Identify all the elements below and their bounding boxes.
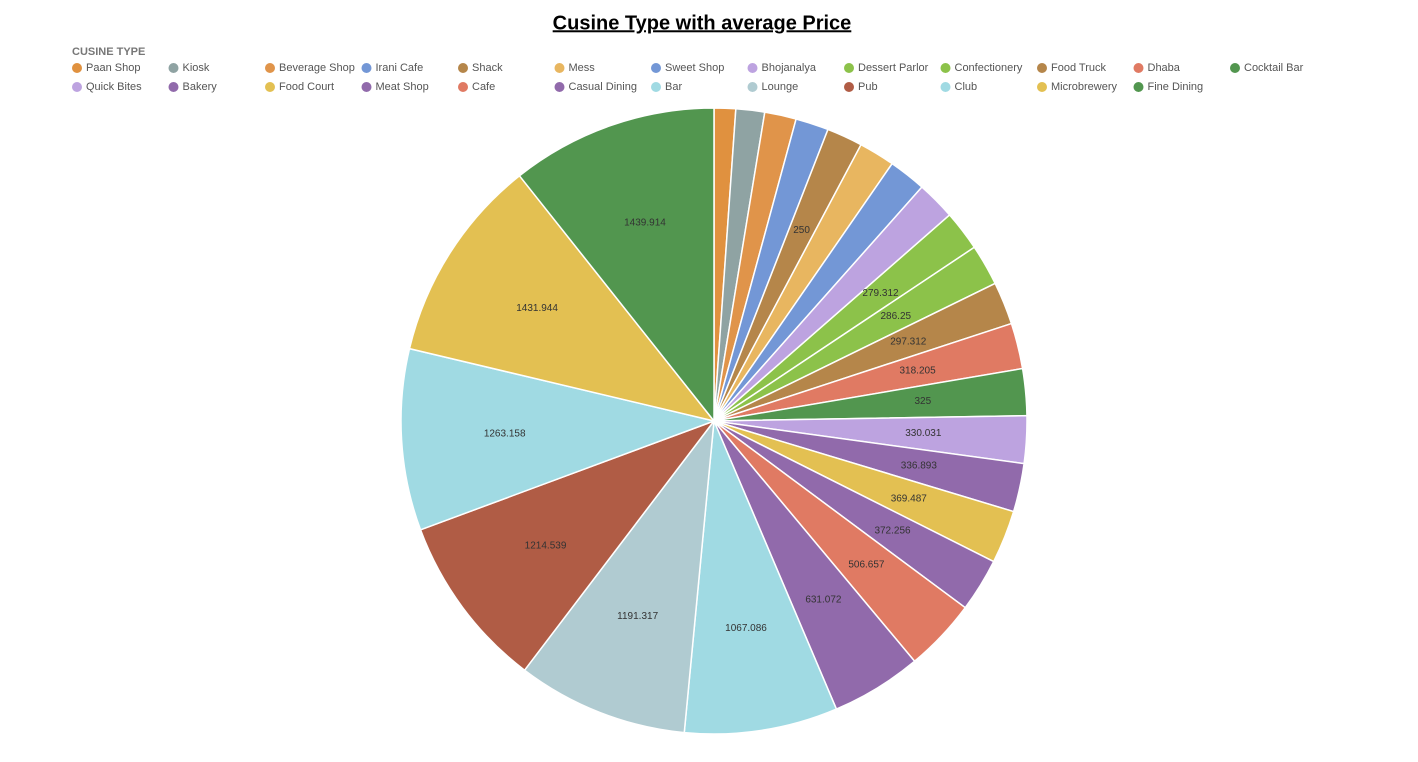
legend-label: Quick Bites [86,81,142,93]
data-label: 1067.086 [725,623,767,634]
legend-label: Fine Dining [1148,81,1204,93]
data-label: 1439.914 [624,218,666,229]
legend-label: Beverage Shop [279,62,355,74]
legend-label: Irani Cafe [376,62,424,74]
pie-slice [400,347,717,531]
legend-title: CUSINE TYPE [72,46,145,58]
pie-slice [683,420,838,735]
data-label: 1263.158 [484,428,526,439]
legend-label: Food Court [279,81,334,93]
data-label: 1214.539 [525,541,567,552]
legend-label: Pub [858,81,878,93]
data-label: 297.312 [890,337,927,348]
legend-swatch [458,63,468,73]
legend-label: Sweet Shop [665,62,724,74]
legend-label: Dhaba [1148,62,1181,74]
legend-label: Food Truck [1051,62,1107,74]
legend-label: Kiosk [183,62,210,74]
data-label: 336.893 [901,460,938,471]
pie-slice [419,419,717,672]
data-label: 631.072 [805,595,842,606]
legend-swatch [168,82,179,92]
legend-swatch [747,63,758,73]
pie-slice [523,418,715,734]
data-label: 318.205 [899,365,936,376]
legend-swatch [361,82,372,92]
data-label: 506.657 [848,560,885,571]
legend-swatch [554,82,565,92]
legend-label: Microbrewery [1051,81,1118,93]
data-label: 1431.944 [516,303,558,314]
legend-label: Casual Dining [569,81,637,93]
legend-swatch [651,82,661,92]
legend-swatch [844,82,854,92]
legend-label: Bhojanalya [762,62,817,74]
legend-label: Paan Shop [86,62,140,74]
legend-swatch [458,82,468,92]
legend-label: Confectionery [955,62,1023,74]
data-label: 286.25 [881,311,912,322]
legend-swatch [1037,63,1047,73]
chart-title: Cusine Type with average Price [553,12,852,34]
legend-swatch [1133,82,1144,92]
legend-swatch [361,63,372,73]
data-label: 372.256 [874,526,911,537]
data-label: 330.031 [905,428,942,439]
legend-swatch [72,63,82,73]
legend-swatch [168,63,179,73]
legend-swatch [265,63,275,73]
data-label: 279.312 [862,288,899,299]
data-label: 325 [914,396,931,407]
legend-swatch [1133,63,1144,73]
pie-slice [518,107,715,424]
legend-label: Lounge [762,81,799,93]
legend-label: Cocktail Bar [1244,62,1304,74]
pie-slice [408,174,716,423]
legend-swatch [265,82,275,92]
legend-swatch [940,82,951,92]
data-label: 250 [793,225,810,236]
legend-swatch [1037,82,1047,92]
legend-label: Bakery [183,81,218,93]
data-label: 1191.317 [617,611,658,622]
legend-label: Bar [665,81,682,93]
legend-swatch [72,82,82,92]
legend-swatch [747,82,758,92]
legend-swatch [651,63,661,73]
legend-swatch [940,63,951,73]
legend-label: Cafe [472,81,495,93]
legend-swatch [844,63,854,73]
legend-label: Dessert Parlor [858,62,929,74]
legend-label: Mess [569,62,596,74]
legend-label: Meat Shop [376,81,429,93]
legend-label: Club [955,81,978,93]
legend-swatch [1230,63,1240,73]
legend-label: Shack [472,62,503,74]
legend-swatch [554,63,565,73]
data-label: 369.487 [891,493,928,504]
